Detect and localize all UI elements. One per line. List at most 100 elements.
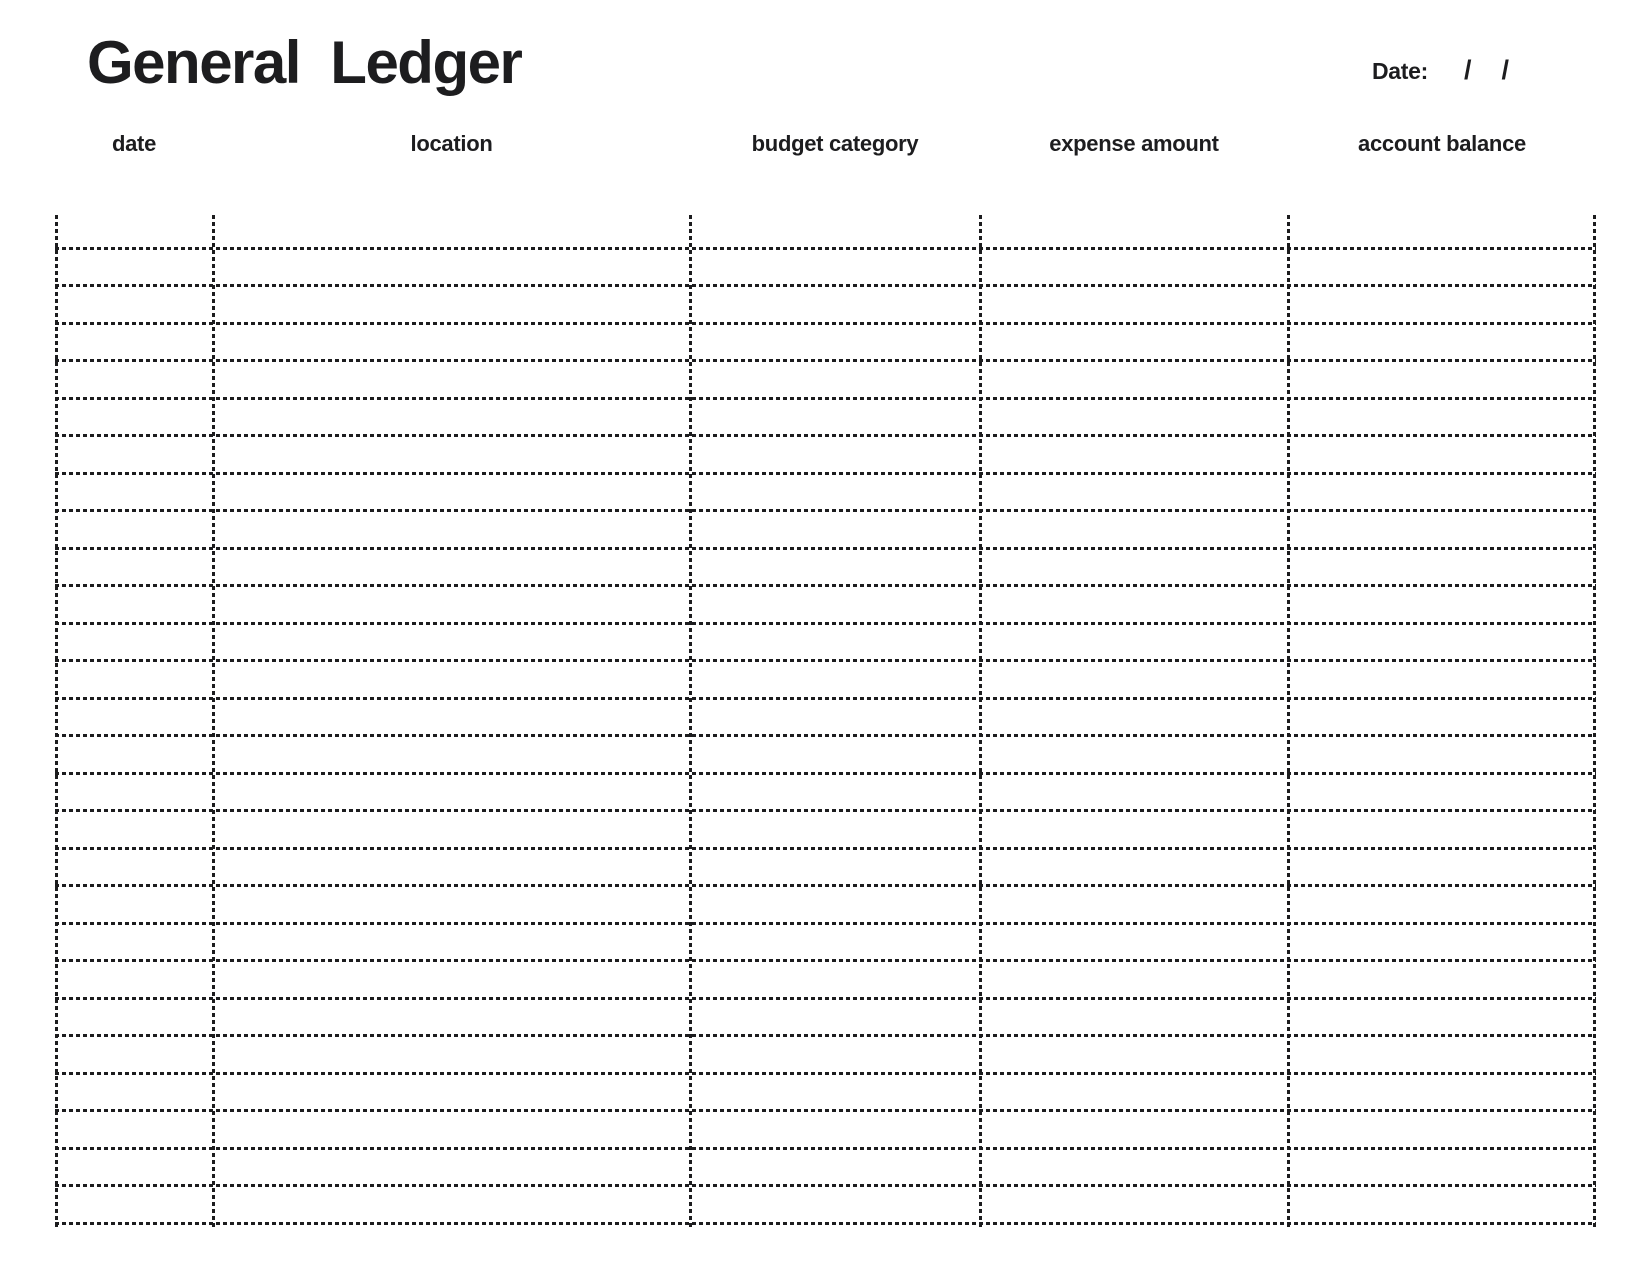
cell-budget_category[interactable] — [690, 623, 980, 661]
cell-budget_category[interactable] — [690, 923, 980, 961]
cell-account_balance[interactable] — [1288, 1036, 1596, 1074]
cell-location[interactable] — [213, 848, 690, 886]
cell-budget_category[interactable] — [690, 286, 980, 324]
cell-budget_category[interactable] — [690, 698, 980, 736]
cell-location[interactable] — [213, 473, 690, 511]
cell-expense_amount[interactable] — [980, 361, 1288, 399]
cell-expense_amount[interactable] — [980, 623, 1288, 661]
cell-location[interactable] — [213, 215, 690, 248]
cell-date[interactable] — [55, 698, 213, 736]
cell-location[interactable] — [213, 398, 690, 436]
cell-expense_amount[interactable] — [980, 773, 1288, 811]
cell-date[interactable] — [55, 848, 213, 886]
cell-account_balance[interactable] — [1288, 248, 1596, 286]
cell-account_balance[interactable] — [1288, 923, 1596, 961]
cell-account_balance[interactable] — [1288, 698, 1596, 736]
cell-expense_amount[interactable] — [980, 1148, 1288, 1186]
cell-expense_amount[interactable] — [980, 1036, 1288, 1074]
cell-expense_amount[interactable] — [980, 586, 1288, 624]
cell-location[interactable] — [213, 1073, 690, 1111]
cell-account_balance[interactable] — [1288, 323, 1596, 361]
cell-date[interactable] — [55, 473, 213, 511]
cell-budget_category[interactable] — [690, 998, 980, 1036]
cell-budget_category[interactable] — [690, 215, 980, 248]
cell-location[interactable] — [213, 736, 690, 774]
cell-account_balance[interactable] — [1288, 473, 1596, 511]
cell-date[interactable] — [55, 998, 213, 1036]
cell-expense_amount[interactable] — [980, 923, 1288, 961]
cell-budget_category[interactable] — [690, 361, 980, 399]
cell-budget_category[interactable] — [690, 248, 980, 286]
cell-budget_category[interactable] — [690, 586, 980, 624]
date-separator[interactable]: / — [1464, 55, 1472, 85]
cell-expense_amount[interactable] — [980, 961, 1288, 999]
cell-date[interactable] — [55, 811, 213, 849]
cell-account_balance[interactable] — [1288, 736, 1596, 774]
cell-expense_amount[interactable] — [980, 1111, 1288, 1149]
cell-expense_amount[interactable] — [980, 248, 1288, 286]
cell-date[interactable] — [55, 773, 213, 811]
cell-account_balance[interactable] — [1288, 773, 1596, 811]
cell-expense_amount[interactable] — [980, 848, 1288, 886]
cell-budget_category[interactable] — [690, 323, 980, 361]
cell-date[interactable] — [55, 511, 213, 549]
cell-location[interactable] — [213, 286, 690, 324]
cell-budget_category[interactable] — [690, 1111, 980, 1149]
cell-budget_category[interactable] — [690, 736, 980, 774]
cell-location[interactable] — [213, 698, 690, 736]
cell-location[interactable] — [213, 1148, 690, 1186]
cell-account_balance[interactable] — [1288, 361, 1596, 399]
cell-date[interactable] — [55, 1148, 213, 1186]
cell-date[interactable] — [55, 736, 213, 774]
cell-budget_category[interactable] — [690, 848, 980, 886]
cell-expense_amount[interactable] — [980, 436, 1288, 474]
cell-budget_category[interactable] — [690, 548, 980, 586]
cell-expense_amount[interactable] — [980, 511, 1288, 549]
cell-account_balance[interactable] — [1288, 1148, 1596, 1186]
cell-date[interactable] — [55, 623, 213, 661]
cell-expense_amount[interactable] — [980, 698, 1288, 736]
cell-account_balance[interactable] — [1288, 1073, 1596, 1111]
cell-location[interactable] — [213, 248, 690, 286]
cell-account_balance[interactable] — [1288, 961, 1596, 999]
cell-account_balance[interactable] — [1288, 623, 1596, 661]
cell-location[interactable] — [213, 623, 690, 661]
cell-date[interactable] — [55, 586, 213, 624]
cell-date[interactable] — [55, 436, 213, 474]
cell-date[interactable] — [55, 1036, 213, 1074]
cell-date[interactable] — [55, 548, 213, 586]
cell-account_balance[interactable] — [1288, 436, 1596, 474]
cell-account_balance[interactable] — [1288, 511, 1596, 549]
cell-account_balance[interactable] — [1288, 215, 1596, 248]
cell-location[interactable] — [213, 436, 690, 474]
cell-location[interactable] — [213, 961, 690, 999]
cell-date[interactable] — [55, 661, 213, 699]
cell-account_balance[interactable] — [1288, 886, 1596, 924]
cell-date[interactable] — [55, 961, 213, 999]
cell-date[interactable] — [55, 923, 213, 961]
cell-budget_category[interactable] — [690, 886, 980, 924]
cell-location[interactable] — [213, 923, 690, 961]
cell-expense_amount[interactable] — [980, 661, 1288, 699]
cell-account_balance[interactable] — [1288, 286, 1596, 324]
cell-expense_amount[interactable] — [980, 998, 1288, 1036]
cell-date[interactable] — [55, 1111, 213, 1149]
cell-location[interactable] — [213, 661, 690, 699]
cell-location[interactable] — [213, 548, 690, 586]
cell-location[interactable] — [213, 886, 690, 924]
cell-location[interactable] — [213, 998, 690, 1036]
cell-budget_category[interactable] — [690, 1186, 980, 1224]
cell-budget_category[interactable] — [690, 511, 980, 549]
cell-expense_amount[interactable] — [980, 1073, 1288, 1111]
cell-budget_category[interactable] — [690, 1036, 980, 1074]
cell-date[interactable] — [55, 886, 213, 924]
cell-location[interactable] — [213, 811, 690, 849]
cell-expense_amount[interactable] — [980, 886, 1288, 924]
cell-expense_amount[interactable] — [980, 286, 1288, 324]
cell-budget_category[interactable] — [690, 473, 980, 511]
cell-budget_category[interactable] — [690, 773, 980, 811]
cell-expense_amount[interactable] — [980, 1186, 1288, 1224]
cell-account_balance[interactable] — [1288, 811, 1596, 849]
cell-expense_amount[interactable] — [980, 398, 1288, 436]
cell-account_balance[interactable] — [1288, 1186, 1596, 1224]
